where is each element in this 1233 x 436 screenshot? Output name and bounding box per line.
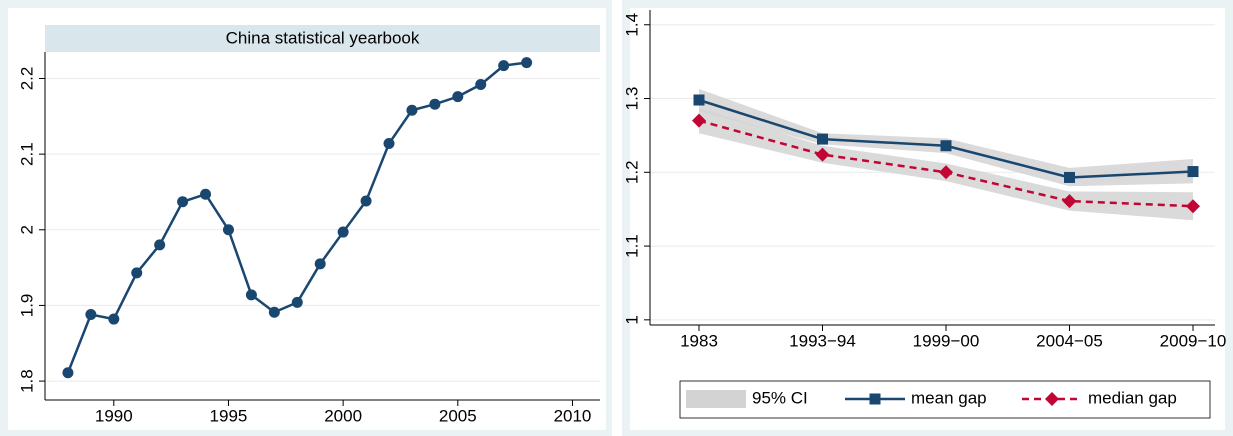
title-band <box>45 25 600 52</box>
x-tick-label: 2010 <box>554 406 592 425</box>
data-point <box>693 94 705 106</box>
data-point <box>222 224 234 236</box>
y-tick-label: 2 <box>17 225 36 234</box>
data-point <box>291 296 303 308</box>
data-point <box>452 91 464 103</box>
x-tick-label: 2004−05 <box>1036 331 1103 350</box>
x-tick-label: 2009−10 <box>1160 331 1227 350</box>
data-point <box>337 226 349 238</box>
y-tick-label: 2.2 <box>17 67 36 91</box>
data-point <box>429 98 441 110</box>
plot-background <box>630 8 1225 430</box>
data-point <box>62 367 74 379</box>
data-point <box>1186 199 1200 214</box>
x-tick-label: 1999−00 <box>913 331 980 350</box>
data-point <box>314 258 326 270</box>
data-point <box>268 306 280 318</box>
y-tick-label: 1.9 <box>17 294 36 318</box>
data-point <box>200 188 212 200</box>
x-tick-label: 2005 <box>439 406 477 425</box>
y-tick-label: 1.4 <box>622 13 641 37</box>
plot-background <box>8 8 606 430</box>
ci-band <box>699 108 1193 221</box>
data-point <box>475 79 487 91</box>
chart-title: China statistical yearbook <box>226 28 420 47</box>
x-tick-label: 1983 <box>680 331 718 350</box>
legend-label: mean gap <box>911 388 987 407</box>
legend-label: median gap <box>1088 388 1177 407</box>
data-point <box>817 133 828 145</box>
data-point <box>406 104 418 116</box>
data-point <box>498 60 510 72</box>
legend-marker <box>869 393 881 405</box>
legend-label: 95% CI <box>752 388 808 407</box>
x-tick-label: 1990 <box>95 406 133 425</box>
data-point <box>108 313 120 325</box>
data-point <box>360 195 372 207</box>
x-tick-label: 1995 <box>210 406 248 425</box>
x-tick-label: 1993−94 <box>789 331 856 350</box>
y-tick-label: 1.1 <box>622 234 641 258</box>
y-tick-label: 1.8 <box>17 369 36 393</box>
y-tick-label: 1 <box>622 315 641 324</box>
data-point <box>383 138 395 150</box>
data-point <box>1062 194 1077 209</box>
legend-marker <box>1045 392 1059 406</box>
y-tick-label: 2.1 <box>17 142 36 166</box>
data-point <box>154 239 166 251</box>
data-point <box>177 196 189 208</box>
x-tick-label: 2000 <box>324 406 362 425</box>
y-tick-label: 1.3 <box>622 87 641 111</box>
data-point <box>245 289 257 301</box>
data-point <box>1064 171 1075 183</box>
data-point <box>131 267 143 279</box>
legend-swatch <box>686 390 746 408</box>
ci-band <box>699 88 1193 187</box>
data-point <box>939 165 953 180</box>
data-point <box>521 57 533 69</box>
data-point <box>1187 166 1199 178</box>
data-point <box>85 309 97 321</box>
y-tick-label: 1.2 <box>622 160 641 184</box>
data-point <box>940 140 952 152</box>
data-point <box>692 113 706 128</box>
data-point <box>815 147 830 162</box>
legend-box <box>679 380 1211 419</box>
